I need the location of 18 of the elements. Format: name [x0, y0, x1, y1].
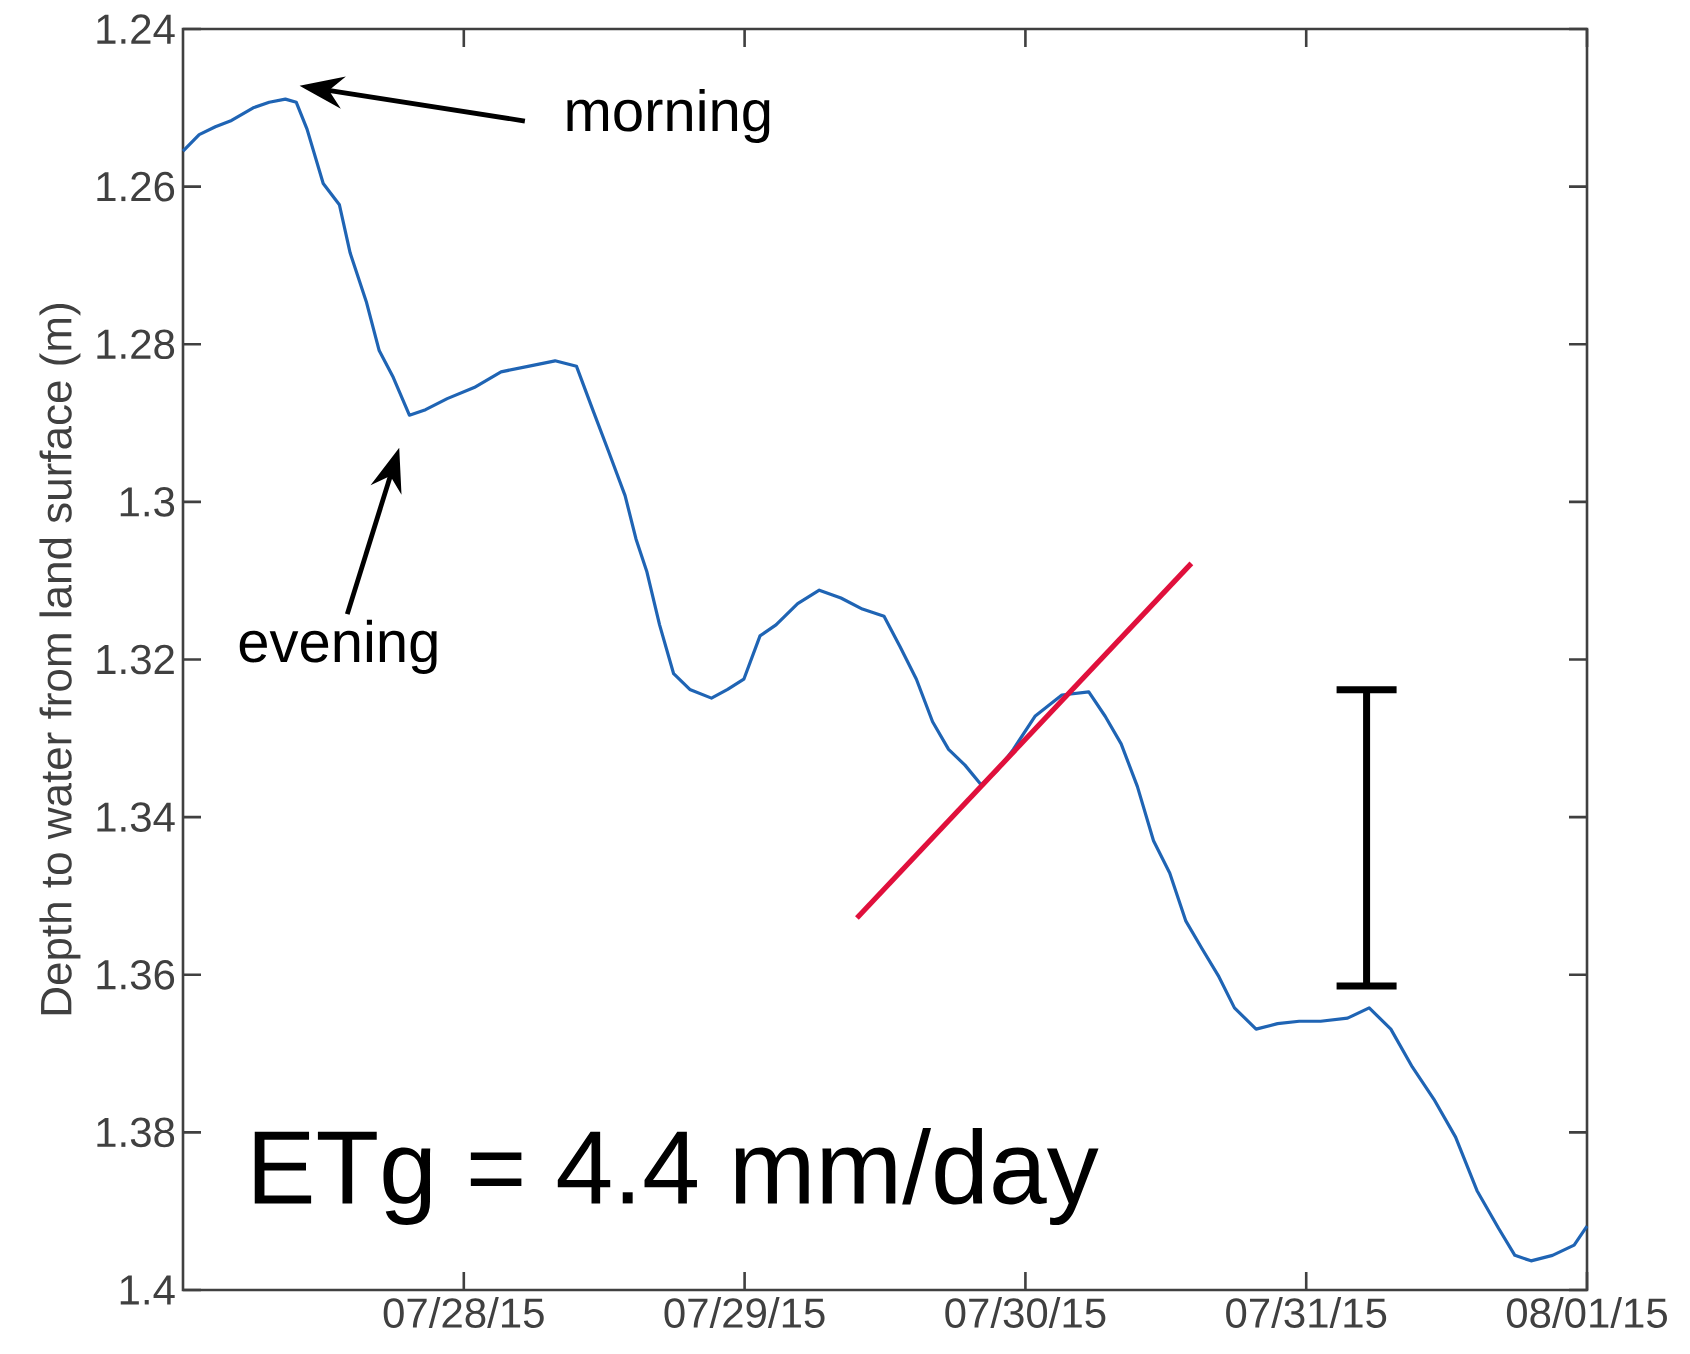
x-tick-label: 08/01/15 [1506, 1297, 1667, 1328]
annotation: ETg = 4.4 mm/day [254, 1128, 1099, 1225]
x-tick-label: 07/30/15 [945, 1297, 1106, 1328]
x-tick-label: 07/31/15 [1226, 1297, 1387, 1328]
annotation: evening [239, 619, 437, 674]
y-tick-label: 1.24 [97, 14, 175, 44]
y-tick-label: 1.3 [120, 487, 175, 517]
y-tick-label: 1.38 [97, 1117, 175, 1148]
y-tick-label: 1.36 [97, 959, 175, 990]
y-tick-label: 1.28 [97, 329, 175, 360]
x-tick-label: 07/28/15 [383, 1297, 544, 1328]
y-axis-title: Depth to water from land surface (m) [39, 304, 81, 1015]
y-tick-label: 1.4 [120, 1275, 175, 1305]
annotation: morning [567, 88, 770, 144]
y-tick-label: 1.34 [97, 802, 175, 832]
y-tick-label: 1.32 [97, 644, 174, 675]
x-tick-label: 07/29/15 [664, 1297, 825, 1328]
y-tick-label: 1.26 [97, 171, 175, 202]
